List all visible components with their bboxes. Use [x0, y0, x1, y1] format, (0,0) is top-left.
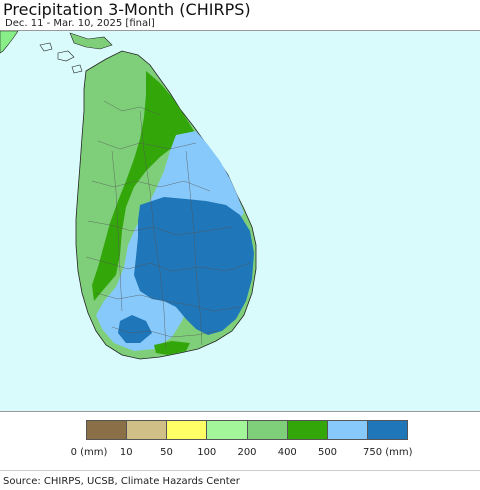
northwest-islets — [39, 42, 83, 74]
legend-label: 0 (mm) — [70, 447, 108, 458]
map-subtitle: Dec. 11 - Mar. 10, 2025 [final] — [5, 18, 155, 29]
legend-swatch — [327, 421, 368, 439]
precipitation-map — [0, 31, 257, 360]
map-title: Precipitation 3-Month (CHIRPS) — [3, 0, 251, 19]
legend-label: 200 — [237, 447, 257, 458]
legend-labels: 0 (mm) 10 50 100 200 400 500 750 (mm) — [0, 447, 480, 461]
legend-swatch — [87, 421, 128, 439]
legend-swatch — [127, 421, 168, 439]
source-credit: Source: CHIRPS, UCSB, Climate Hazards Ce… — [3, 476, 240, 487]
south-coast-patch — [154, 341, 190, 355]
legend-swatch — [287, 421, 328, 439]
legend-label: 100 — [197, 447, 217, 458]
legend-swatch — [207, 421, 248, 439]
legend-swatch — [247, 421, 288, 439]
legend-swatch — [367, 421, 407, 439]
legend-swatch — [167, 421, 208, 439]
color-legend — [86, 420, 408, 440]
zone-750-plus — [134, 197, 254, 335]
zone-750-south-patch — [118, 315, 152, 343]
legend-label: 750 (mm) — [362, 447, 413, 458]
district-boundaries — [85, 100, 251, 350]
legend-label: 500 — [317, 447, 338, 458]
footer-divider — [0, 470, 480, 471]
legend-label: 400 — [277, 447, 297, 458]
legend-label: 10 — [119, 447, 133, 458]
jaffna-peninsula — [69, 32, 113, 50]
map-panel — [0, 30, 480, 412]
zone-400-500 — [92, 71, 194, 301]
india-mainland — [0, 31, 19, 54]
legend-label: 50 — [160, 447, 173, 458]
